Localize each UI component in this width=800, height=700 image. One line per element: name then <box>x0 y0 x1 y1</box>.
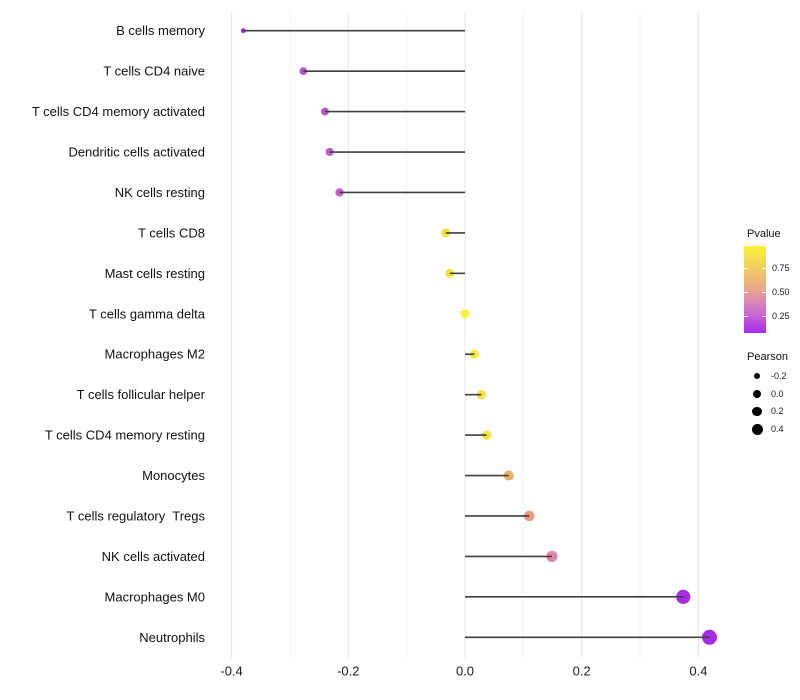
category-label: Neutrophils <box>139 630 205 645</box>
pearson-legend-item: 0.0 <box>744 385 788 403</box>
x-axis-tick-label: 0.2 <box>573 664 591 679</box>
category-label: T cells CD4 naive <box>103 64 205 79</box>
category-label: Macrophages M2 <box>105 347 205 362</box>
category-label: T cells CD4 memory activated <box>32 104 205 119</box>
category-label: T cells CD8 <box>138 225 205 240</box>
category-label: T cells CD4 memory resting <box>45 428 205 443</box>
pvalue-gradient-bar <box>744 246 766 333</box>
category-label: T cells regulatory Tregs <box>67 508 206 523</box>
pvalue-tick-mark <box>762 267 766 270</box>
pearson-legend-dot-wrap <box>744 389 770 398</box>
category-label: T cells gamma delta <box>89 306 206 321</box>
pearson-legend-label: 0.2 <box>771 406 784 417</box>
lollipop-dot <box>445 268 455 278</box>
pvalue-tick-label: 0.25 <box>772 310 790 321</box>
pearson-legend-label: 0.4 <box>771 424 784 435</box>
legend-pearson: Pearson -0.2 0.0 0.2 0.4 <box>744 351 788 438</box>
category-label: B cells memory <box>116 23 205 38</box>
pvalue-tick-mark <box>762 291 766 294</box>
legend-pvalue: Pvalue 0.75 0.50 0.25 <box>744 228 800 336</box>
pearson-legend-item: -0.2 <box>744 367 788 385</box>
pearson-legend-dot <box>752 406 762 417</box>
pearson-legend-item: 0.2 <box>744 403 788 421</box>
category-label: Mast cells resting <box>105 266 205 281</box>
pvalue-gradient-wrap: 0.75 0.50 0.25 <box>744 246 800 336</box>
category-label: Dendritic cells activated <box>68 145 205 160</box>
pvalue-tick-label: 0.75 <box>772 262 790 273</box>
legend-pvalue-title: Pvalue <box>747 228 781 240</box>
pearson-legend-item: 0.4 <box>744 420 788 438</box>
pearson-legend-dot <box>751 423 763 435</box>
pearson-legend-label: 0.0 <box>771 388 784 399</box>
category-label: Monocytes <box>142 468 205 483</box>
pearson-legend-dot-wrap <box>744 406 770 417</box>
pearson-legend-dot-wrap <box>744 423 770 435</box>
category-label: NK cells activated <box>102 549 205 564</box>
x-axis-tick-label: 0.4 <box>689 664 707 679</box>
pvalue-tick-mark <box>762 315 766 317</box>
category-label: Macrophages M0 <box>105 589 205 604</box>
pvalue-tick-mark <box>744 291 748 294</box>
pearson-legend-dot-wrap <box>744 372 770 380</box>
lollipop-dot <box>460 309 470 319</box>
pearson-legend-items: -0.2 0.0 0.2 0.4 <box>744 367 788 438</box>
x-axis-tick-label: -0.4 <box>220 664 242 679</box>
pearson-legend-label: -0.2 <box>771 370 787 381</box>
category-label: NK cells resting <box>115 185 205 200</box>
pearson-legend-dot <box>752 389 762 398</box>
pearson-legend-dot <box>753 372 761 380</box>
legend-pearson-title: Pearson <box>747 351 788 363</box>
pvalue-tick-mark <box>744 315 748 317</box>
x-axis-tick-label: 0.0 <box>456 664 474 679</box>
category-label: T cells follicular helper <box>77 387 206 402</box>
pvalue-tick-label: 0.50 <box>772 286 790 297</box>
pvalue-tick-mark <box>744 267 748 270</box>
x-axis-tick-label: -0.2 <box>337 664 359 679</box>
